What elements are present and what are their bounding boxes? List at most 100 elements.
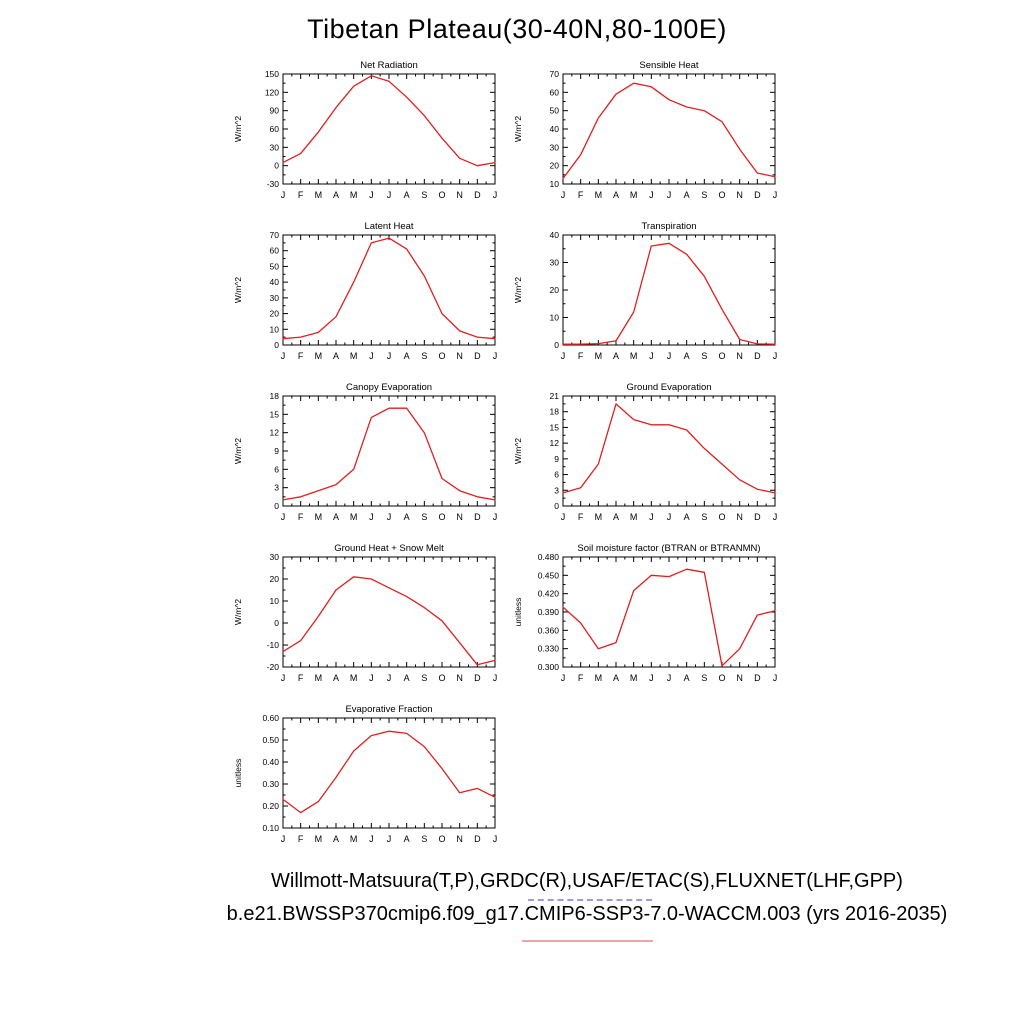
x-tick-label: J xyxy=(649,673,654,683)
y-tick-label: 40 xyxy=(550,124,560,134)
x-tick-label: J xyxy=(369,351,374,361)
x-tick-label: N xyxy=(736,673,743,683)
data-line xyxy=(282,576,496,666)
y-tick-label: 18 xyxy=(550,407,560,417)
x-tick-label: D xyxy=(474,673,481,683)
x-tick-label: A xyxy=(333,673,339,683)
x-tick-label: A xyxy=(613,673,619,683)
x-tick-label: M xyxy=(595,190,603,200)
y-tick-label: 0.330 xyxy=(538,644,560,654)
x-tick-label: A xyxy=(404,190,410,200)
x-tick-label: J xyxy=(493,190,498,200)
y-tick-label: 40 xyxy=(270,277,280,287)
x-tick-label: M xyxy=(630,351,638,361)
data-line xyxy=(282,75,496,167)
y-tick-label: 70 xyxy=(270,230,280,240)
y-tick-label: 0.60 xyxy=(262,713,279,723)
x-tick-label: M xyxy=(350,351,358,361)
x-tick-label: N xyxy=(456,834,463,844)
x-tick-label: S xyxy=(421,351,427,361)
x-tick-label: J xyxy=(281,512,286,522)
y-tick-label: 150 xyxy=(265,69,279,79)
y-axis-label: W/m^2 xyxy=(513,116,523,142)
y-tick-label: 0 xyxy=(274,161,279,171)
x-tick-label: J xyxy=(493,351,498,361)
x-tick-label: O xyxy=(438,834,445,844)
x-tick-label: S xyxy=(701,512,707,522)
y-tick-label: 30 xyxy=(270,293,280,303)
x-tick-label: M xyxy=(315,190,323,200)
y-axis-label: W/m^2 xyxy=(513,438,523,464)
y-tick-label: 10 xyxy=(550,313,560,323)
x-tick-label: N xyxy=(736,512,743,522)
x-tick-label: A xyxy=(684,673,690,683)
x-tick-label: N xyxy=(736,351,743,361)
y-tick-label: -20 xyxy=(267,662,280,672)
data-line xyxy=(562,403,776,494)
y-tick-label: 20 xyxy=(270,309,280,319)
x-tick-label: J xyxy=(281,834,286,844)
y-axis-label: W/m^2 xyxy=(233,599,243,625)
x-tick-label: M xyxy=(595,512,603,522)
y-tick-label: 30 xyxy=(270,552,280,562)
x-tick-label: A xyxy=(404,834,410,844)
x-tick-label: O xyxy=(718,351,725,361)
y-tick-label: 0 xyxy=(274,501,279,511)
x-tick-label: J xyxy=(369,673,374,683)
chart-title: Evaporative Fraction xyxy=(345,704,432,715)
x-tick-label: J xyxy=(649,351,654,361)
charts-grid: Net Radiation -30 0 30 60 90 120 150 J F M A M J J A S O N… xyxy=(225,58,785,848)
data-line xyxy=(562,568,776,667)
x-tick-label: N xyxy=(456,190,463,200)
y-tick-label: 0 xyxy=(554,340,559,350)
y-tick-label: 0.10 xyxy=(262,823,279,833)
x-tick-label: J xyxy=(773,190,778,200)
x-tick-label: D xyxy=(474,512,481,522)
x-tick-label: D xyxy=(754,512,761,522)
x-tick-label: J xyxy=(493,512,498,522)
y-tick-label: 0.360 xyxy=(538,625,560,635)
x-tick-label: J xyxy=(649,512,654,522)
x-tick-label: D xyxy=(474,834,481,844)
x-tick-label: S xyxy=(701,351,707,361)
x-tick-label: J xyxy=(493,673,498,683)
x-tick-label: J xyxy=(281,190,286,200)
y-axis-label: W/m^2 xyxy=(233,277,243,303)
x-tick-label: J xyxy=(773,512,778,522)
x-tick-label: J xyxy=(773,673,778,683)
y-tick-label: 50 xyxy=(550,106,560,116)
y-tick-label: 10 xyxy=(270,324,280,334)
y-tick-label: 60 xyxy=(270,124,280,134)
chart-title: Transpiration xyxy=(641,221,696,232)
x-tick-label: J xyxy=(387,673,392,683)
y-axis-label: W/m^2 xyxy=(233,116,243,142)
y-tick-label: 9 xyxy=(274,446,279,456)
x-tick-label: F xyxy=(298,673,304,683)
x-tick-label: J xyxy=(369,834,374,844)
x-tick-label: J xyxy=(387,351,392,361)
x-tick-label: F xyxy=(298,834,304,844)
x-tick-label: O xyxy=(438,190,445,200)
data-line xyxy=(562,242,776,345)
x-tick-label: M xyxy=(315,673,323,683)
y-tick-label: 30 xyxy=(550,258,560,268)
x-tick-label: F xyxy=(298,351,304,361)
x-tick-label: J xyxy=(773,351,778,361)
x-tick-label: J xyxy=(667,190,672,200)
y-tick-label: 20 xyxy=(270,574,280,584)
y-tick-label: 0 xyxy=(274,618,279,628)
y-tick-label: 15 xyxy=(550,422,560,432)
x-tick-label: M xyxy=(315,512,323,522)
y-tick-label: 0.50 xyxy=(262,735,279,745)
x-tick-label: S xyxy=(421,834,427,844)
x-tick-label: S xyxy=(421,190,427,200)
y-tick-label: 0.450 xyxy=(538,570,560,580)
chart-title: Sensible Heat xyxy=(639,60,699,71)
x-tick-label: J xyxy=(281,351,286,361)
x-tick-label: M xyxy=(595,673,603,683)
x-tick-label: M xyxy=(350,512,358,522)
y-tick-label: 3 xyxy=(274,483,279,493)
chart-evaporative-fraction: Evaporative Fraction 0.10 0.20 0.30 0.40 0.50… xyxy=(233,704,497,844)
x-tick-label: A xyxy=(684,190,690,200)
